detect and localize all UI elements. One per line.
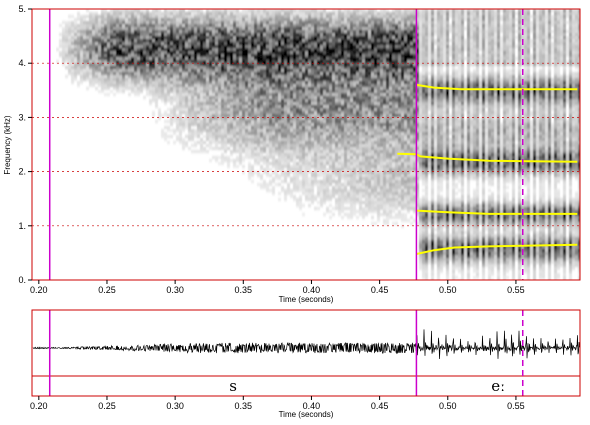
y-axis-title: Frequency (kHz) — [3, 115, 12, 174]
x-tick-label: 0.30 — [166, 285, 184, 295]
x-lower-tick-label: 0.20 — [30, 401, 48, 411]
spectrogram-panel: 0. 1. 2. 3. 4. 5. 0.20 0.25 0.30 0.35 0.40 0.45 0.5… — [3, 4, 581, 304]
waveform-panel: s eː 0.20 0.25 0.30 0.35 0.40 0.45 0.50 0.55 Tim… — [30, 309, 581, 419]
formant-tracks — [397, 83, 578, 255]
spectrogram-cells — [56, 9, 580, 280]
x-tick-label: 0.20 — [30, 285, 48, 295]
spectrogram-texture — [56, 9, 580, 280]
formant-track — [397, 152, 578, 163]
x-lower-tick-label: 0.30 — [166, 401, 184, 411]
x-axis-ticks: 0.20 0.25 0.30 0.35 0.40 0.45 0.50 0.55 — [30, 280, 525, 295]
y-tick-label: 2. — [18, 167, 26, 177]
x-tick-label: 0.25 — [98, 285, 116, 295]
y-axis-ticks: 0. 1. 2. 3. 4. 5. — [18, 4, 32, 285]
spectrogram-frame — [31, 8, 581, 281]
x-lower-tick-label: 0.40 — [303, 401, 321, 411]
formant-track — [416, 209, 578, 215]
x-lower-tick-label: 0.45 — [371, 401, 389, 411]
x-axis-ticks-lower: 0.20 0.25 0.30 0.35 0.40 0.45 0.50 0.55 — [30, 396, 525, 411]
y-tick-label: 1. — [18, 221, 26, 231]
x-tick-label: 0.40 — [303, 285, 321, 295]
y-tick-label: 5. — [18, 4, 26, 14]
x-axis-title: Time (seconds) — [279, 295, 334, 304]
x-tick-label: 0.45 — [371, 285, 389, 295]
waveform-trace — [32, 329, 580, 360]
x-lower-tick-label: 0.55 — [507, 401, 525, 411]
x-tick-label: 0.35 — [235, 285, 253, 295]
x-axis-title-lower: Time (seconds) — [279, 410, 334, 419]
segment-label: s — [229, 377, 237, 395]
segment-boundaries-lower — [48, 310, 524, 396]
segment-labels: s eː — [229, 377, 505, 395]
x-tick-label: 0.55 — [507, 285, 525, 295]
y-tick-label: 4. — [18, 58, 26, 68]
waveform-frame — [31, 309, 581, 397]
y-tick-label: 3. — [18, 112, 26, 122]
segment-boundaries — [48, 9, 524, 280]
formant-track — [416, 243, 578, 255]
frequency-gridlines — [32, 62, 580, 227]
x-lower-tick-label: 0.50 — [439, 401, 457, 411]
formant-track — [416, 83, 578, 91]
y-tick-label: 0. — [18, 275, 26, 285]
x-lower-tick-label: 0.35 — [235, 401, 253, 411]
segment-label: eː — [491, 377, 505, 395]
waveform-line — [32, 329, 580, 360]
x-tick-label: 0.50 — [439, 285, 457, 295]
x-lower-tick-label: 0.25 — [98, 401, 116, 411]
